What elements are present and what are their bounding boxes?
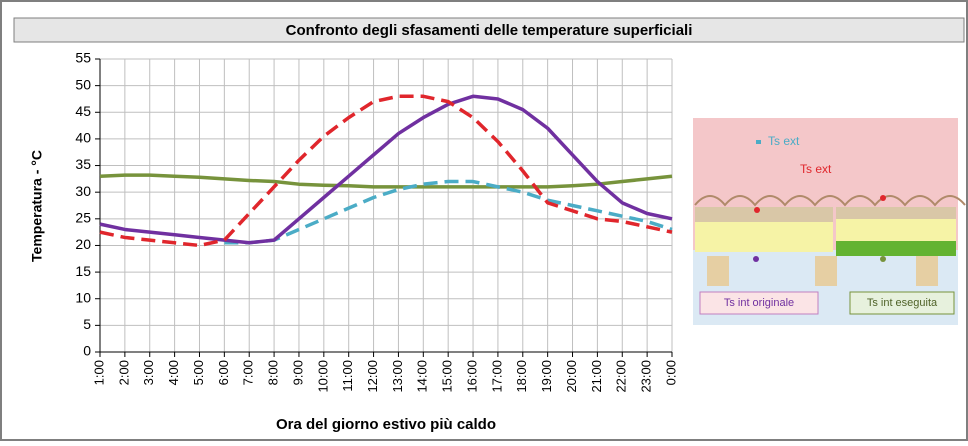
x-tick-label: 20:00 xyxy=(564,360,579,393)
diagram-label: Ts ext xyxy=(768,134,800,148)
y-tick-label: 25 xyxy=(75,210,91,226)
y-tick-label: 15 xyxy=(75,263,91,279)
x-tick-label: 0:00 xyxy=(663,360,678,385)
y-tick-label: 10 xyxy=(75,289,91,305)
x-tick-label: 2:00 xyxy=(116,360,131,385)
x-tick-label: 8:00 xyxy=(266,360,281,385)
x-tick-label: 22:00 xyxy=(614,360,629,393)
insulation-new xyxy=(836,219,956,241)
diagram-label: Ts ext xyxy=(800,162,832,176)
x-tick-label: 18:00 xyxy=(514,360,529,393)
y-tick-label: 40 xyxy=(75,130,91,146)
insulation-original xyxy=(695,222,833,252)
x-tick-label: 11:00 xyxy=(340,360,355,392)
x-tick-label: 5:00 xyxy=(191,360,206,385)
y-tick-label: 5 xyxy=(83,316,91,332)
chart-title: Confronto degli sfasamenti delle tempera… xyxy=(286,22,693,39)
x-tick-label: 12:00 xyxy=(365,360,380,393)
x-tick-label: 10:00 xyxy=(315,360,330,393)
x-tick-label: 19:00 xyxy=(539,360,554,393)
x-tick-label: 6:00 xyxy=(216,360,231,385)
y-tick-label: 0 xyxy=(83,343,91,359)
x-tick-label: 16:00 xyxy=(464,360,479,393)
point-marker xyxy=(753,256,759,262)
x-tick-label: 7:00 xyxy=(241,360,256,385)
y-axis-label: Temperatura - °C xyxy=(29,150,45,262)
point-marker xyxy=(756,140,761,144)
x-tick-label: 13:00 xyxy=(390,360,405,393)
y-tick-label: 50 xyxy=(75,76,91,92)
x-tick-label: 14:00 xyxy=(415,360,430,393)
y-tick-label: 20 xyxy=(75,236,91,252)
x-tick-label: 4:00 xyxy=(166,360,181,385)
diagram-label: Ts int originale xyxy=(724,297,794,309)
beam xyxy=(707,256,729,286)
y-tick-label: 30 xyxy=(75,183,91,199)
x-tick-label: 21:00 xyxy=(589,360,604,393)
x-axis-label: Ora del giorno estivo più caldo xyxy=(276,416,496,433)
y-tick-label: 35 xyxy=(75,156,91,172)
diagram-label: Ts int eseguita xyxy=(867,297,938,309)
x-tick-label: 3:00 xyxy=(141,360,156,385)
point-marker xyxy=(880,256,886,262)
beam xyxy=(916,256,938,286)
y-tick-label: 55 xyxy=(75,50,91,66)
y-tick-label: 45 xyxy=(75,103,91,119)
chart: Confronto degli sfasamenti delle tempera… xyxy=(0,0,968,441)
point-marker xyxy=(754,207,760,213)
green-layer xyxy=(836,241,956,256)
x-tick-label: 15:00 xyxy=(440,360,455,393)
point-marker xyxy=(880,195,886,201)
x-tick-label: 23:00 xyxy=(639,360,654,393)
x-tick-label: 9:00 xyxy=(290,360,305,385)
layer-original xyxy=(695,207,833,222)
x-tick-label: 1:00 xyxy=(91,360,106,385)
x-tick-label: 17:00 xyxy=(489,360,504,393)
layer-new xyxy=(836,207,956,219)
beam xyxy=(815,256,837,286)
legend-diagram: Ts ext Ts ext Ts int originale Ts int es… xyxy=(693,118,965,325)
